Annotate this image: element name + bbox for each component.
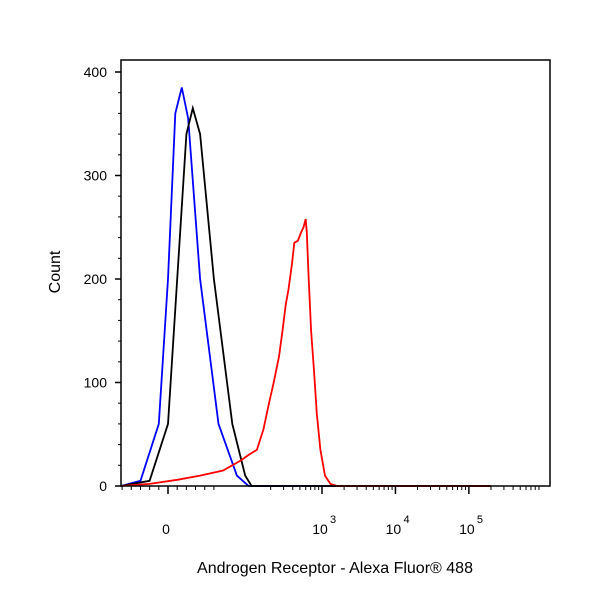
histogram-series-3 — [120, 218, 491, 487]
plot-frame — [120, 59, 551, 487]
x-tick-label: 10 — [459, 521, 475, 537]
x-tick-exponent: 3 — [330, 514, 336, 526]
x-axis-title: Androgen Receptor - Alexa Fluor® 488 — [197, 560, 473, 577]
y-tick-label: 200 — [84, 271, 108, 287]
x-tick-exponent: 5 — [477, 514, 483, 526]
x-tick-label: 10 — [386, 521, 402, 537]
x-tick-label: 0 — [162, 521, 170, 537]
y-tick-label: 0 — [99, 478, 107, 494]
y-tick-label: 400 — [84, 64, 108, 80]
x-tick-label: 10 — [312, 521, 328, 537]
histogram-series-2 — [120, 104, 491, 487]
series-layer — [120, 87, 491, 487]
y-tick-label: 100 — [84, 375, 108, 391]
y-axis: 0 100 200 300 400 — [84, 64, 121, 494]
x-tick-exponent: 4 — [403, 514, 409, 526]
y-tick-label: 300 — [84, 168, 108, 184]
y-axis-title: Count — [47, 250, 64, 293]
